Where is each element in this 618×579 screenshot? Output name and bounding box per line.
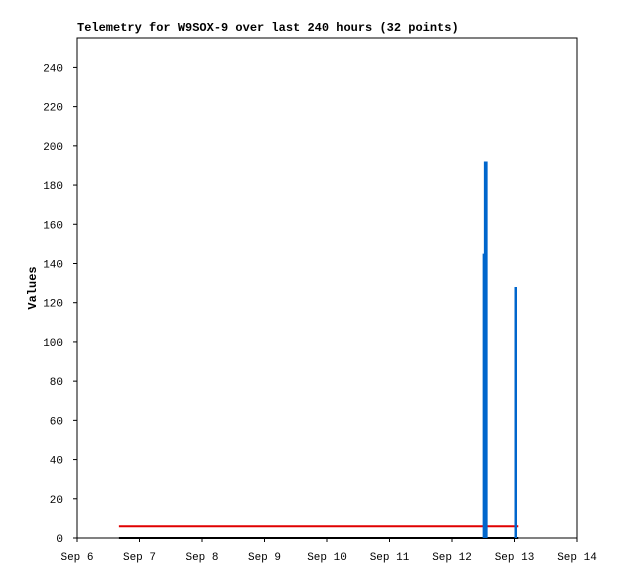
x-tick-label: Sep 6 — [60, 552, 93, 564]
y-tick-label: 120 — [43, 299, 63, 311]
x-tick-label: Sep 9 — [248, 552, 281, 564]
y-tick-label: 20 — [50, 495, 63, 507]
x-tick-label: Sep 13 — [495, 552, 535, 564]
y-tick-label: 80 — [50, 377, 63, 389]
plot-frame — [76, 37, 578, 539]
x-tick-label: Sep 12 — [432, 552, 472, 564]
x-tick-label: Sep 8 — [185, 552, 218, 564]
y-axis-label: Values — [26, 266, 40, 309]
x-tick-label: Sep 14 — [557, 552, 597, 564]
x-tick-label: Sep 11 — [370, 552, 410, 564]
chart-title: Telemetry for W9SOX-9 over last 240 hour… — [77, 21, 459, 35]
y-tick-label: 220 — [43, 103, 63, 115]
x-tick-label: Sep 10 — [307, 552, 347, 564]
x-tick-label: Sep 7 — [123, 552, 156, 564]
y-tick-label: 160 — [43, 220, 63, 232]
y-tick-label: 140 — [43, 259, 63, 271]
y-tick-label: 0 — [56, 534, 63, 546]
y-tick-label: 180 — [43, 181, 63, 193]
y-tick-label: 240 — [43, 63, 63, 75]
y-tick-label: 200 — [43, 142, 63, 154]
y-tick-label: 40 — [50, 456, 63, 468]
y-tick-label: 60 — [50, 416, 63, 428]
y-tick-label: 100 — [43, 338, 63, 350]
